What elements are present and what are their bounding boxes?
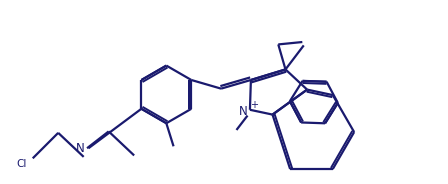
Text: N: N: [239, 105, 248, 118]
Text: Cl: Cl: [17, 159, 27, 169]
Text: +: +: [250, 100, 258, 110]
Text: N: N: [75, 142, 84, 155]
